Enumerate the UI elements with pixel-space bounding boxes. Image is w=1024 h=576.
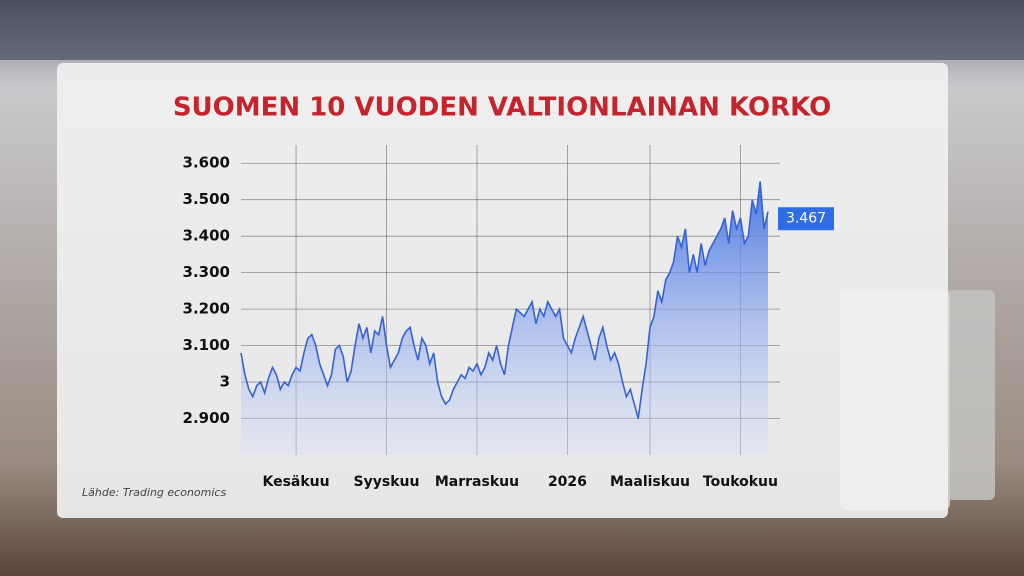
last-value-box — [778, 207, 834, 231]
line — [240, 181, 769, 419]
y-tick-label: 3.200 — [183, 300, 230, 318]
y-tick-label: 3.100 — [183, 336, 230, 354]
chart-title: SUOMEN 10 VUODEN VALTIONLAINAN KORKO — [173, 93, 831, 123]
x-tick-label: Marraskuu — [435, 474, 519, 490]
y-tick-label: 3.500 — [183, 190, 230, 208]
last-value-label: 3.467 — [786, 211, 826, 227]
x-tick-label: Kesäkuu — [262, 474, 329, 490]
y-tick-label: 3.400 — [183, 227, 230, 245]
y-tick-label: 3.300 — [183, 263, 230, 281]
x-tick-label: Syyskuu — [354, 474, 420, 490]
source: Lähde: Trading economics — [82, 486, 226, 499]
x-tick-label: Toukokuu — [703, 474, 778, 490]
background-top — [0, 0, 1024, 60]
x-tick-label: 2026 — [548, 474, 587, 490]
area-fill — [241, 181, 768, 455]
y-tick-label: 3.600 — [183, 154, 230, 172]
x-tick-label: Maaliskuu — [610, 474, 690, 490]
y-tick-label: 3 — [220, 373, 230, 391]
y-tick-label: 2.900 — [183, 409, 230, 427]
